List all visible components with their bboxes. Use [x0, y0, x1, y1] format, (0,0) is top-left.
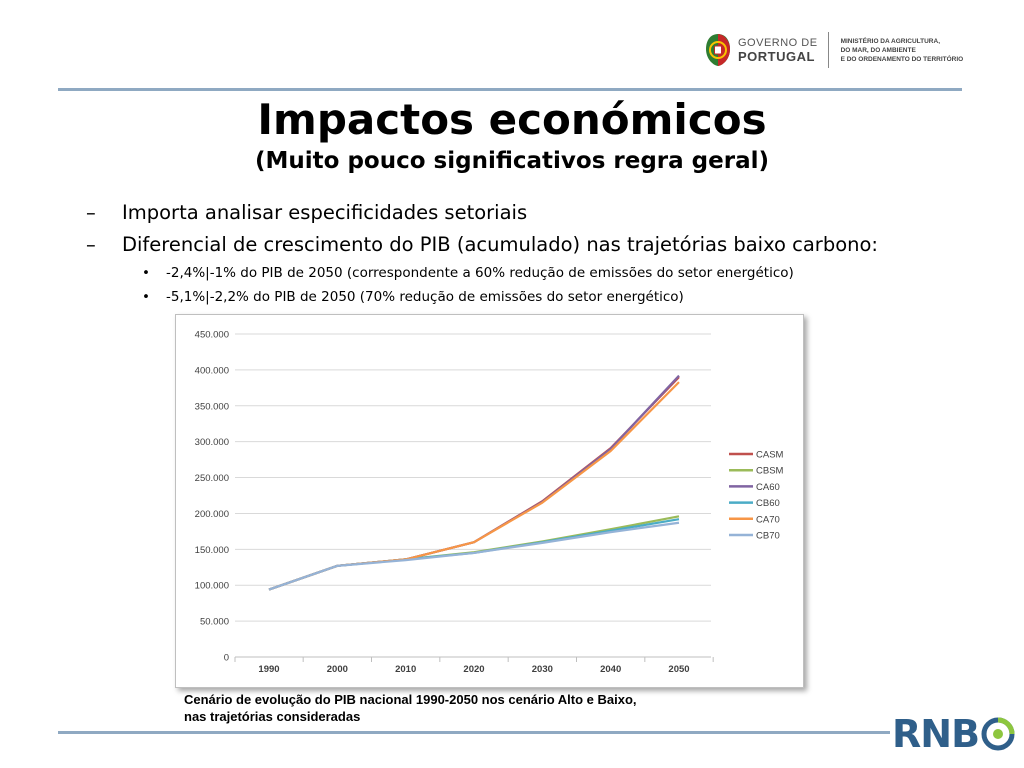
bullet-marker: – — [86, 201, 96, 224]
sub-bullet-item: • -2,4%|-1% do PIB de 2050 (corresponden… — [86, 261, 986, 285]
top-divider — [58, 88, 962, 91]
y-tick-label: 300.000 — [195, 437, 229, 448]
y-tick-label: 350.000 — [195, 401, 229, 412]
series-line-cb60 — [268, 518, 680, 591]
y-tick-label: 200.000 — [195, 509, 229, 520]
bullet-marker: – — [86, 233, 96, 256]
x-tick-label: 2000 — [327, 664, 348, 675]
x-tick-label: 1990 — [258, 664, 279, 675]
y-tick-label: 450.000 — [195, 330, 229, 341]
series-line-ca70 — [268, 381, 680, 591]
sub-bullet-marker: • — [142, 265, 150, 281]
sub-bullet-text: -2,4%|-1% do PIB de 2050 (correspondente… — [166, 265, 794, 281]
slide-title: Impactos económicos — [257, 95, 767, 144]
portugal-coat-of-arms-icon — [706, 34, 730, 66]
legend-label: CA60 — [756, 482, 780, 493]
bottom-divider — [58, 731, 890, 734]
x-tick-label: 2020 — [463, 664, 484, 675]
ministry-line: MINISTÉRIO DA AGRICULTURA, — [840, 37, 940, 45]
y-tick-label: 250.000 — [195, 473, 229, 484]
y-tick-label: 150.000 — [195, 545, 229, 556]
logo-separator — [827, 32, 829, 68]
rnbc-logo: RNB — [892, 712, 1015, 756]
y-tick-label: 400.000 — [195, 365, 229, 376]
sub-bullet-item: • -5,1%|-2,2% do PIB de 2050 (70% reduçã… — [86, 285, 986, 309]
slide-subtitle: (Muito pouco significativos regra geral) — [254, 148, 769, 174]
governo-portugal-logo: GOVERNO DE PORTUGAL MINISTÉRIO DA AGRICU… — [704, 30, 963, 70]
y-tick-label: 50.000 — [200, 617, 229, 628]
legend-label: CA70 — [756, 514, 780, 525]
y-tick-label: 100.000 — [195, 581, 229, 592]
ministry-name: MINISTÉRIO DA AGRICULTURA, DO MAR, DO AM… — [841, 37, 964, 64]
legend-label: CB70 — [756, 531, 780, 542]
chart-canvas: 0 50.000 100.000 150.000 200.000 250.000 300.0… — [195, 330, 784, 676]
bullet-list: – Importa analisar especificidades setor… — [86, 197, 986, 309]
gdp-chart: 0 50.000 100.000 150.000 200.000 250.000 300.0… — [175, 314, 804, 688]
gov-line2: PORTUGAL — [738, 49, 815, 64]
bullet-text: Importa analisar especificidades setoria… — [122, 201, 528, 224]
series-line-ca60 — [268, 374, 680, 591]
legend-label: CASM — [756, 450, 784, 461]
sub-bullet-text: -5,1%|-2,2% do PIB de 2050 (70% redução … — [166, 289, 684, 305]
rnbc-o-swirl-icon — [981, 717, 1015, 751]
bullet-item: – Importa analisar especificidades setor… — [86, 197, 986, 229]
legend-label: CBSM — [756, 466, 784, 477]
series-line-casm — [268, 376, 680, 591]
x-tick-label: 2050 — [668, 664, 689, 675]
y-tick-label: 0 — [224, 653, 229, 664]
gov-line1: GOVERNO DE — [738, 37, 818, 49]
series-line-cb70 — [268, 521, 680, 591]
bullet-text: Diferencial de crescimento do PIB (acumu… — [122, 233, 878, 256]
caption-line: nas trajetórias consideradas — [184, 709, 361, 724]
ministry-line: DO MAR, DO AMBIENTE — [840, 46, 916, 54]
gov-text: GOVERNO DE PORTUGAL — [738, 37, 818, 63]
caption-line: Cenário de evolução do PIB nacional 1990… — [184, 692, 637, 707]
sub-bullet-marker: • — [142, 289, 150, 305]
ministry-line: E DO ORDENAMENTO DO TERRITÓRIO — [840, 55, 964, 63]
rnbc-logo-text: RNB — [892, 712, 980, 756]
x-tick-label: 2010 — [395, 664, 416, 675]
x-tick-label: 2040 — [600, 664, 621, 675]
legend-label: CB60 — [756, 498, 780, 509]
chart-caption: Cenário de evolução do PIB nacional 1990… — [184, 691, 744, 725]
bullet-item: – Diferencial de crescimento do PIB (acu… — [86, 229, 986, 261]
x-tick-label: 2030 — [532, 664, 553, 675]
